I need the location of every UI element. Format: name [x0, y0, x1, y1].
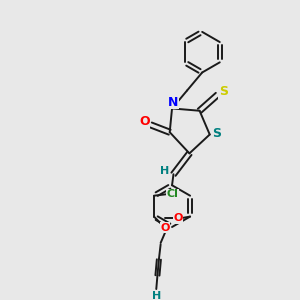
Text: O: O	[139, 115, 150, 128]
Text: Cl: Cl	[167, 189, 179, 199]
Text: O: O	[160, 223, 170, 232]
Text: H: H	[152, 291, 161, 300]
Text: S: S	[219, 85, 228, 98]
Text: S: S	[212, 128, 221, 140]
Text: N: N	[168, 96, 179, 109]
Text: H: H	[160, 166, 169, 176]
Text: O: O	[173, 213, 183, 223]
